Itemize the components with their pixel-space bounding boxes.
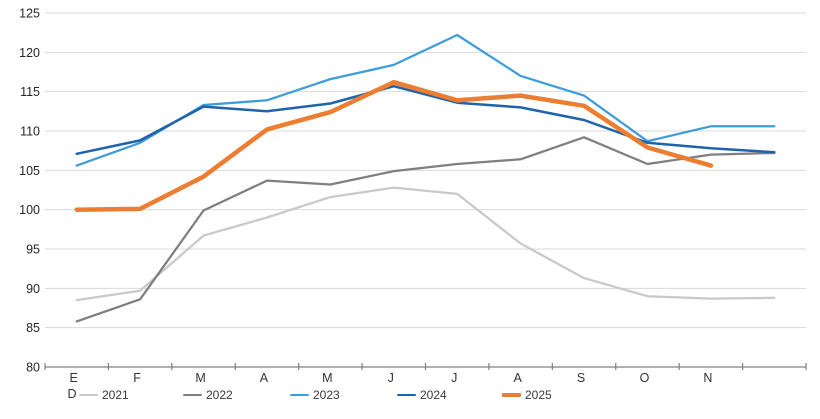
y-axis-label-115: 115	[20, 85, 40, 99]
legend-label-2021: 2021	[102, 388, 129, 402]
x-axis-label-4: M	[322, 371, 332, 385]
legend-label-2023: 2023	[313, 388, 340, 402]
legend-label-2025: 2025	[525, 388, 552, 402]
y-axis-label-105: 105	[19, 164, 40, 178]
y-axis-label-120: 120	[19, 46, 40, 60]
y-axis-label-85: 85	[26, 321, 40, 335]
x-axis-label-1: F	[133, 371, 141, 385]
series-lines	[74, 33, 776, 323]
series-line-2023	[75, 33, 776, 167]
x-axis-label-2: M	[195, 371, 205, 385]
y-axis-label-80: 80	[26, 361, 40, 375]
series-line-2022	[75, 136, 776, 323]
x-axis-label-7: A	[513, 371, 522, 385]
legend-swatch-2023	[290, 393, 309, 397]
x-axis-label-5: J	[388, 371, 394, 385]
x-axis-label-0: E	[70, 371, 78, 385]
x-axis	[44, 363, 807, 370]
chart-legend: 2021 2022 2023 2024 2025	[0, 386, 820, 406]
y-axis-label-100: 100	[19, 203, 40, 217]
series-line-2021	[75, 186, 776, 302]
y-axis-label-125: 125	[19, 7, 40, 21]
legend-label-2024: 2024	[420, 388, 447, 402]
x-axis-label-6: J	[451, 371, 457, 385]
y-axis-label-95: 95	[26, 243, 40, 257]
legend-item-2021: 2021	[79, 386, 129, 404]
x-axis-label-december: D	[67, 387, 76, 401]
y-axis-labels: 125 120 115 110 105 100 95 90 85 80	[19, 7, 40, 375]
legend-item-2022: 2022	[183, 386, 233, 404]
legend-item-2025: 2025	[502, 386, 552, 404]
y-axis-label-90: 90	[26, 282, 40, 296]
legend-item-2024: 2024	[397, 386, 447, 404]
series-line-2025	[74, 79, 714, 212]
legend-swatch-2021	[79, 393, 98, 397]
x-axis-label-8: S	[577, 371, 585, 385]
legend-item-2023: 2023	[290, 386, 340, 404]
legend-label-2022: 2022	[206, 388, 233, 402]
legend-swatch-2022	[183, 393, 202, 397]
x-axis-label-3: A	[260, 371, 269, 385]
legend-swatch-2024	[397, 393, 416, 397]
x-axis-label-10: N	[703, 371, 712, 385]
legend-swatch-2025	[502, 392, 521, 398]
gridlines	[45, 12, 806, 329]
y-axis-label-110: 110	[20, 125, 40, 139]
series-line-2024	[75, 84, 776, 156]
x-axis-label-9: O	[640, 371, 650, 385]
